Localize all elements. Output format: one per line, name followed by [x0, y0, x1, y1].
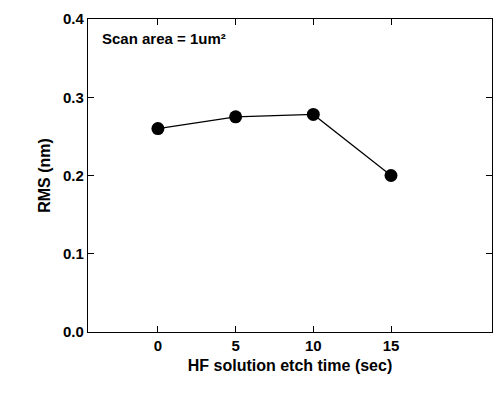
svg-text:0.1: 0.1 [63, 245, 84, 262]
svg-text:0.3: 0.3 [63, 89, 84, 106]
svg-text:0: 0 [154, 337, 162, 354]
svg-text:0.0: 0.0 [63, 323, 84, 340]
svg-text:HF solution etch time (sec): HF solution etch time (sec) [188, 357, 392, 374]
svg-text:0.4: 0.4 [63, 10, 85, 27]
svg-text:5: 5 [231, 337, 239, 354]
svg-text:Scan area = 1um²: Scan area = 1um² [102, 30, 226, 47]
svg-text:10: 10 [305, 337, 322, 354]
svg-text:RMS (nm): RMS (nm) [36, 138, 53, 213]
svg-text:0.2: 0.2 [63, 167, 84, 184]
svg-text:15: 15 [383, 337, 400, 354]
